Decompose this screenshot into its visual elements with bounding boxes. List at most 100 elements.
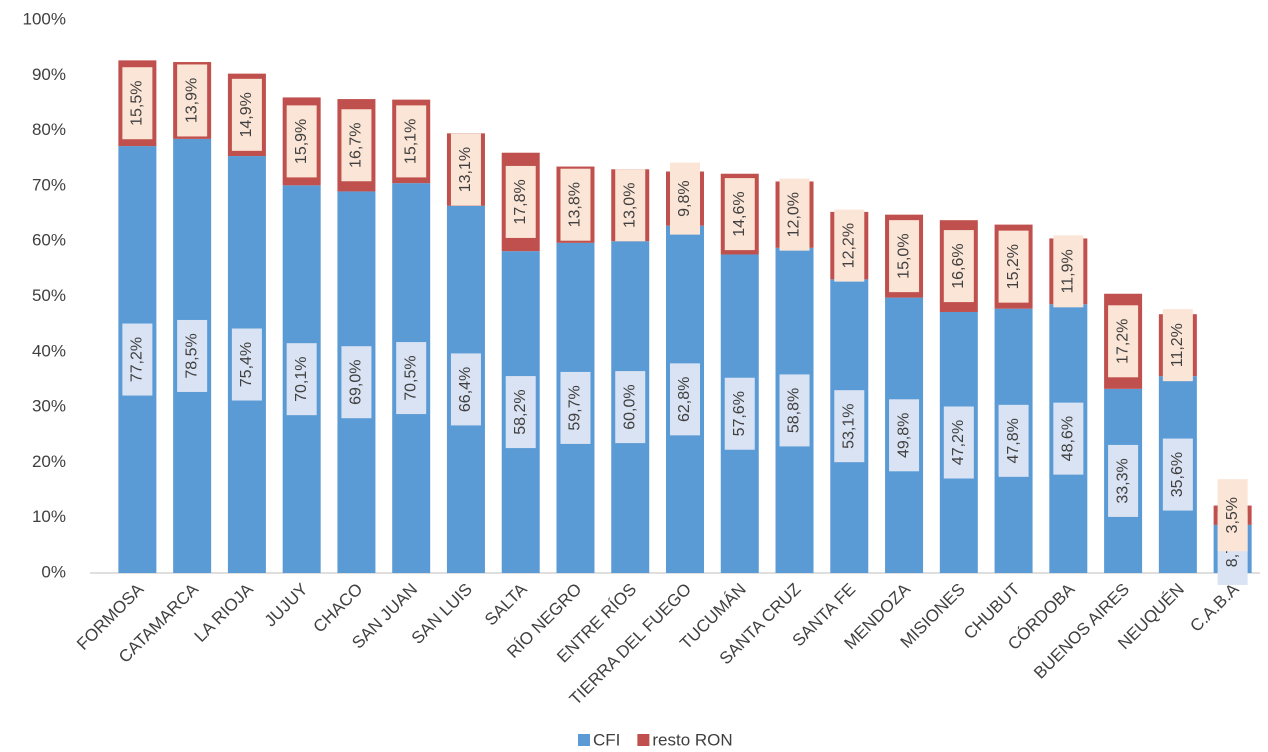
- x-tick-label: C.A.B.A: [1186, 579, 1243, 636]
- label-box: [998, 404, 1029, 477]
- data-label: 17,2%: [1114, 319, 1131, 364]
- data-label: 16,6%: [950, 243, 967, 288]
- y-tick-label: 50%: [32, 286, 66, 305]
- data-label: 15,9%: [293, 119, 310, 164]
- data-label: 33,3%: [1114, 458, 1131, 503]
- x-tick-label: CHACO: [310, 580, 367, 637]
- data-label: 12,2%: [841, 223, 858, 268]
- data-label: 11,9%: [1060, 249, 1077, 293]
- y-tick-label: 30%: [32, 397, 66, 416]
- data-label: 17,8%: [512, 179, 529, 224]
- label-box: [1217, 479, 1248, 552]
- data-label: 70,1%: [293, 356, 310, 401]
- data-label: 13,9%: [183, 78, 200, 123]
- y-tick-label: 70%: [32, 175, 66, 194]
- label-box: [450, 353, 481, 426]
- data-label: 14,9%: [238, 92, 255, 137]
- label-box: [286, 343, 317, 416]
- label-box: [834, 390, 865, 463]
- y-tick-label: 40%: [32, 341, 66, 360]
- label-box: [943, 230, 974, 303]
- label-box: [1162, 309, 1193, 382]
- data-label: 16,7%: [348, 123, 365, 168]
- label-box: [615, 169, 646, 242]
- label-box: [505, 376, 536, 449]
- x-tick-label: JUJUY: [261, 580, 312, 631]
- data-label: 15,5%: [129, 81, 146, 126]
- data-label: 58,8%: [786, 388, 803, 433]
- label-box: [177, 319, 208, 392]
- data-label: 78,5%: [183, 333, 200, 378]
- legend-swatch: [578, 734, 590, 746]
- data-label: 77,2%: [129, 337, 146, 382]
- label-box: [341, 109, 372, 182]
- label-box: [450, 133, 481, 206]
- data-label: 57,6%: [731, 391, 748, 436]
- data-label: 14,6%: [731, 191, 748, 236]
- label-box: [122, 323, 153, 396]
- data-label: 59,7%: [567, 385, 584, 430]
- data-label: 35,6%: [1169, 452, 1186, 497]
- label-box: [889, 220, 920, 293]
- label-box: [560, 371, 591, 444]
- x-tick-label: BUENOS AIRES: [1030, 580, 1133, 683]
- label-box: [1053, 235, 1084, 308]
- label-box: [1053, 402, 1084, 475]
- data-label: 62,8%: [676, 377, 693, 422]
- data-label: 11,2%: [1169, 323, 1186, 367]
- data-label: 47,2%: [950, 420, 967, 465]
- label-box: [779, 374, 810, 447]
- label-box: [834, 209, 865, 282]
- label-box: [998, 230, 1029, 303]
- data-label: 66,4%: [457, 367, 474, 412]
- label-box: [231, 328, 262, 401]
- label-box: [779, 178, 810, 251]
- data-label: 15,1%: [402, 119, 419, 164]
- label-box: [670, 162, 700, 235]
- y-tick-label: 10%: [32, 507, 66, 526]
- data-label: 13,1%: [457, 147, 474, 192]
- y-tick-label: 90%: [32, 65, 66, 84]
- data-label: 47,8%: [1005, 418, 1022, 463]
- y-tick-label: 80%: [32, 120, 66, 139]
- data-label: 15,2%: [1005, 244, 1022, 289]
- data-label: 12,0%: [786, 192, 803, 237]
- data-label: 75,4%: [238, 342, 255, 387]
- data-label: 48,6%: [1060, 416, 1077, 461]
- label-box: [724, 377, 755, 450]
- label-box: [670, 363, 700, 436]
- data-label: 69,0%: [348, 360, 365, 405]
- label-box: [889, 399, 920, 472]
- y-tick-label: 60%: [32, 231, 66, 250]
- label-box: [396, 342, 427, 415]
- data-label: 49,8%: [895, 413, 912, 458]
- legend-swatch: [637, 734, 650, 746]
- label-box: [1108, 444, 1139, 517]
- data-label: 13,0%: [621, 183, 638, 228]
- label-box: [286, 105, 317, 178]
- legend-label: resto RON: [652, 730, 732, 749]
- label-box: [231, 78, 262, 151]
- x-tick-label: SALTA: [481, 579, 531, 629]
- data-label: 53,1%: [841, 403, 858, 448]
- data-label: 3,5%: [1224, 497, 1241, 533]
- label-box: [177, 64, 208, 137]
- label-box: [724, 178, 755, 251]
- label-box: [943, 406, 974, 479]
- y-tick-label: 0%: [41, 562, 66, 581]
- y-tick-label: 100%: [23, 9, 66, 28]
- data-label: 9,8%: [676, 180, 693, 216]
- label-box: [1108, 305, 1139, 378]
- data-label: 15,0%: [895, 233, 912, 278]
- label-box: [1162, 438, 1193, 511]
- x-tick-label: LA RIOJA: [191, 579, 258, 646]
- data-label: 70,5%: [402, 355, 419, 400]
- legend-label: CFI: [593, 730, 620, 749]
- data-label: 58,2%: [512, 389, 529, 434]
- label-box: [505, 165, 536, 238]
- label-box: [396, 105, 427, 178]
- label-box: [615, 371, 646, 444]
- y-tick-label: 20%: [32, 452, 66, 471]
- label-box: [341, 346, 372, 419]
